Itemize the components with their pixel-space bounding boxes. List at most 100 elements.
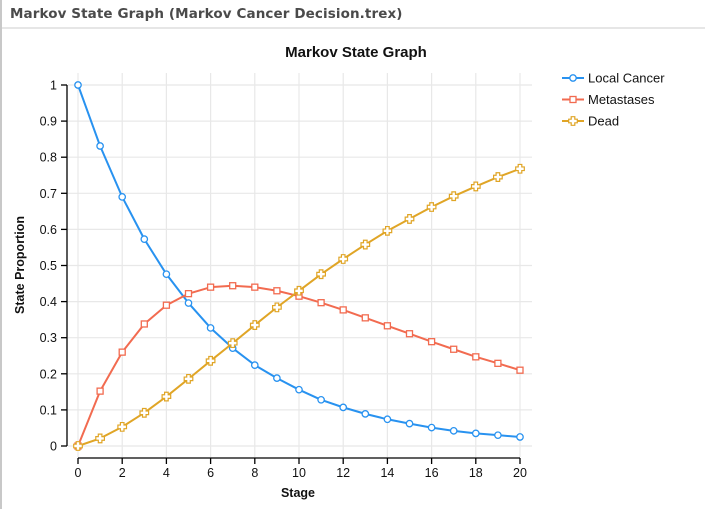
x-tick-label: 20	[513, 466, 527, 480]
data-point-marker	[96, 142, 104, 150]
y-tick-label: 0.2	[40, 367, 57, 381]
legend-label: Local Cancer	[588, 71, 665, 86]
data-point-marker	[184, 299, 193, 307]
data-point-marker	[405, 419, 414, 428]
data-point-marker	[140, 235, 149, 243]
window-title: Markov State Graph (Markov Cancer Decisi…	[10, 6, 403, 22]
data-point-marker	[426, 202, 437, 212]
data-point-marker	[338, 254, 349, 264]
chart-series	[73, 81, 525, 451]
x-axis: 0 2 4 6 8 10 12 14 16 18 20	[75, 457, 527, 480]
x-tick-label: 8	[251, 466, 258, 480]
data-point-marker	[273, 287, 281, 295]
y-tick-label: 0.3	[40, 331, 57, 345]
y-tick-label: 1	[50, 79, 57, 93]
data-point-marker	[339, 306, 347, 314]
legend-item-dead[interactable]: Dead	[562, 114, 619, 129]
chart-title: Markov State Graph	[285, 44, 427, 61]
x-axis-label: Stage	[281, 486, 315, 500]
series-dead	[73, 163, 525, 451]
title-bar: Markov State Graph (Markov Cancer Decisi…	[2, 0, 705, 29]
data-point-marker	[316, 269, 326, 280]
x-tick-label: 14	[380, 466, 394, 480]
data-point-marker	[117, 421, 128, 432]
data-point-marker	[516, 433, 524, 441]
x-tick-label: 10	[292, 466, 306, 480]
data-point-marker	[493, 172, 503, 182]
data-point-marker	[206, 324, 215, 332]
y-axis: 0 0.1 0.2 0.3 0.4 0.5 0.6 0.7 0.8 0.9 1	[40, 79, 68, 454]
data-point-marker	[272, 302, 282, 313]
data-point-marker	[449, 426, 458, 435]
plus-marker-icon	[568, 116, 578, 126]
circle-marker-icon	[569, 74, 577, 82]
legend-item-metastases[interactable]: Metastases	[562, 92, 655, 107]
data-point-marker	[448, 191, 459, 202]
data-point-marker	[227, 338, 238, 349]
data-point-marker	[118, 193, 127, 201]
y-tick-label: 0.9	[40, 115, 57, 129]
data-point-marker	[140, 320, 148, 328]
data-point-marker	[427, 338, 436, 346]
data-point-marker	[273, 374, 281, 382]
square-marker-icon	[569, 95, 577, 104]
x-tick-label: 4	[163, 466, 170, 480]
data-point-marker	[95, 433, 105, 444]
data-point-marker	[450, 345, 458, 353]
data-point-marker	[250, 361, 259, 369]
y-tick-label: 0.6	[40, 223, 57, 237]
data-point-marker	[317, 395, 325, 404]
data-point-marker	[494, 359, 502, 367]
data-point-marker	[73, 441, 83, 451]
data-point-marker	[139, 407, 150, 418]
y-tick-label: 0.5	[40, 259, 57, 273]
data-point-marker	[317, 299, 325, 307]
data-point-marker	[383, 415, 392, 424]
x-tick-label: 2	[119, 466, 126, 480]
data-point-marker	[361, 314, 369, 322]
data-point-marker	[360, 239, 371, 250]
data-point-marker	[295, 385, 303, 394]
legend-label: Metastases	[588, 92, 655, 107]
legend-item-local-cancer[interactable]: Local Cancer	[562, 71, 665, 86]
data-point-marker	[427, 423, 436, 432]
data-point-marker	[184, 290, 193, 298]
x-tick-label: 12	[336, 466, 350, 480]
data-point-marker	[515, 163, 525, 174]
data-point-marker	[294, 285, 304, 296]
y-tick-label: 0.1	[40, 403, 57, 417]
y-tick-label: 0.7	[40, 187, 57, 201]
data-point-marker	[205, 355, 216, 366]
y-axis-label: State Proportion	[13, 216, 27, 314]
data-point-marker	[74, 81, 82, 89]
x-tick-label: 0	[75, 466, 82, 480]
data-point-marker	[516, 366, 524, 374]
y-tick-label: 0.4	[40, 295, 57, 309]
y-tick-label: 0	[50, 440, 57, 454]
chart-grid	[68, 73, 532, 457]
data-point-marker	[183, 373, 194, 384]
x-tick-label: 18	[469, 466, 483, 480]
data-point-marker	[494, 431, 502, 440]
data-point-marker	[383, 322, 392, 330]
chart-legend: Local Cancer Metastases Dead	[562, 71, 665, 129]
data-point-marker	[472, 353, 480, 361]
data-point-marker	[251, 283, 259, 291]
data-point-marker	[404, 214, 415, 224]
data-point-marker	[162, 270, 171, 279]
y-tick-label: 0.8	[40, 151, 57, 165]
data-point-marker	[361, 410, 370, 418]
data-point-marker	[206, 283, 215, 291]
data-point-marker	[96, 387, 104, 395]
data-point-marker	[382, 225, 393, 236]
data-point-marker	[118, 348, 126, 356]
data-point-marker	[249, 320, 260, 330]
data-point-marker	[161, 391, 172, 402]
x-tick-label: 6	[207, 466, 214, 480]
data-point-marker	[471, 429, 480, 438]
data-point-marker	[470, 181, 481, 192]
data-point-marker	[229, 282, 237, 290]
data-point-marker	[339, 403, 348, 412]
x-tick-label: 16	[425, 466, 439, 480]
